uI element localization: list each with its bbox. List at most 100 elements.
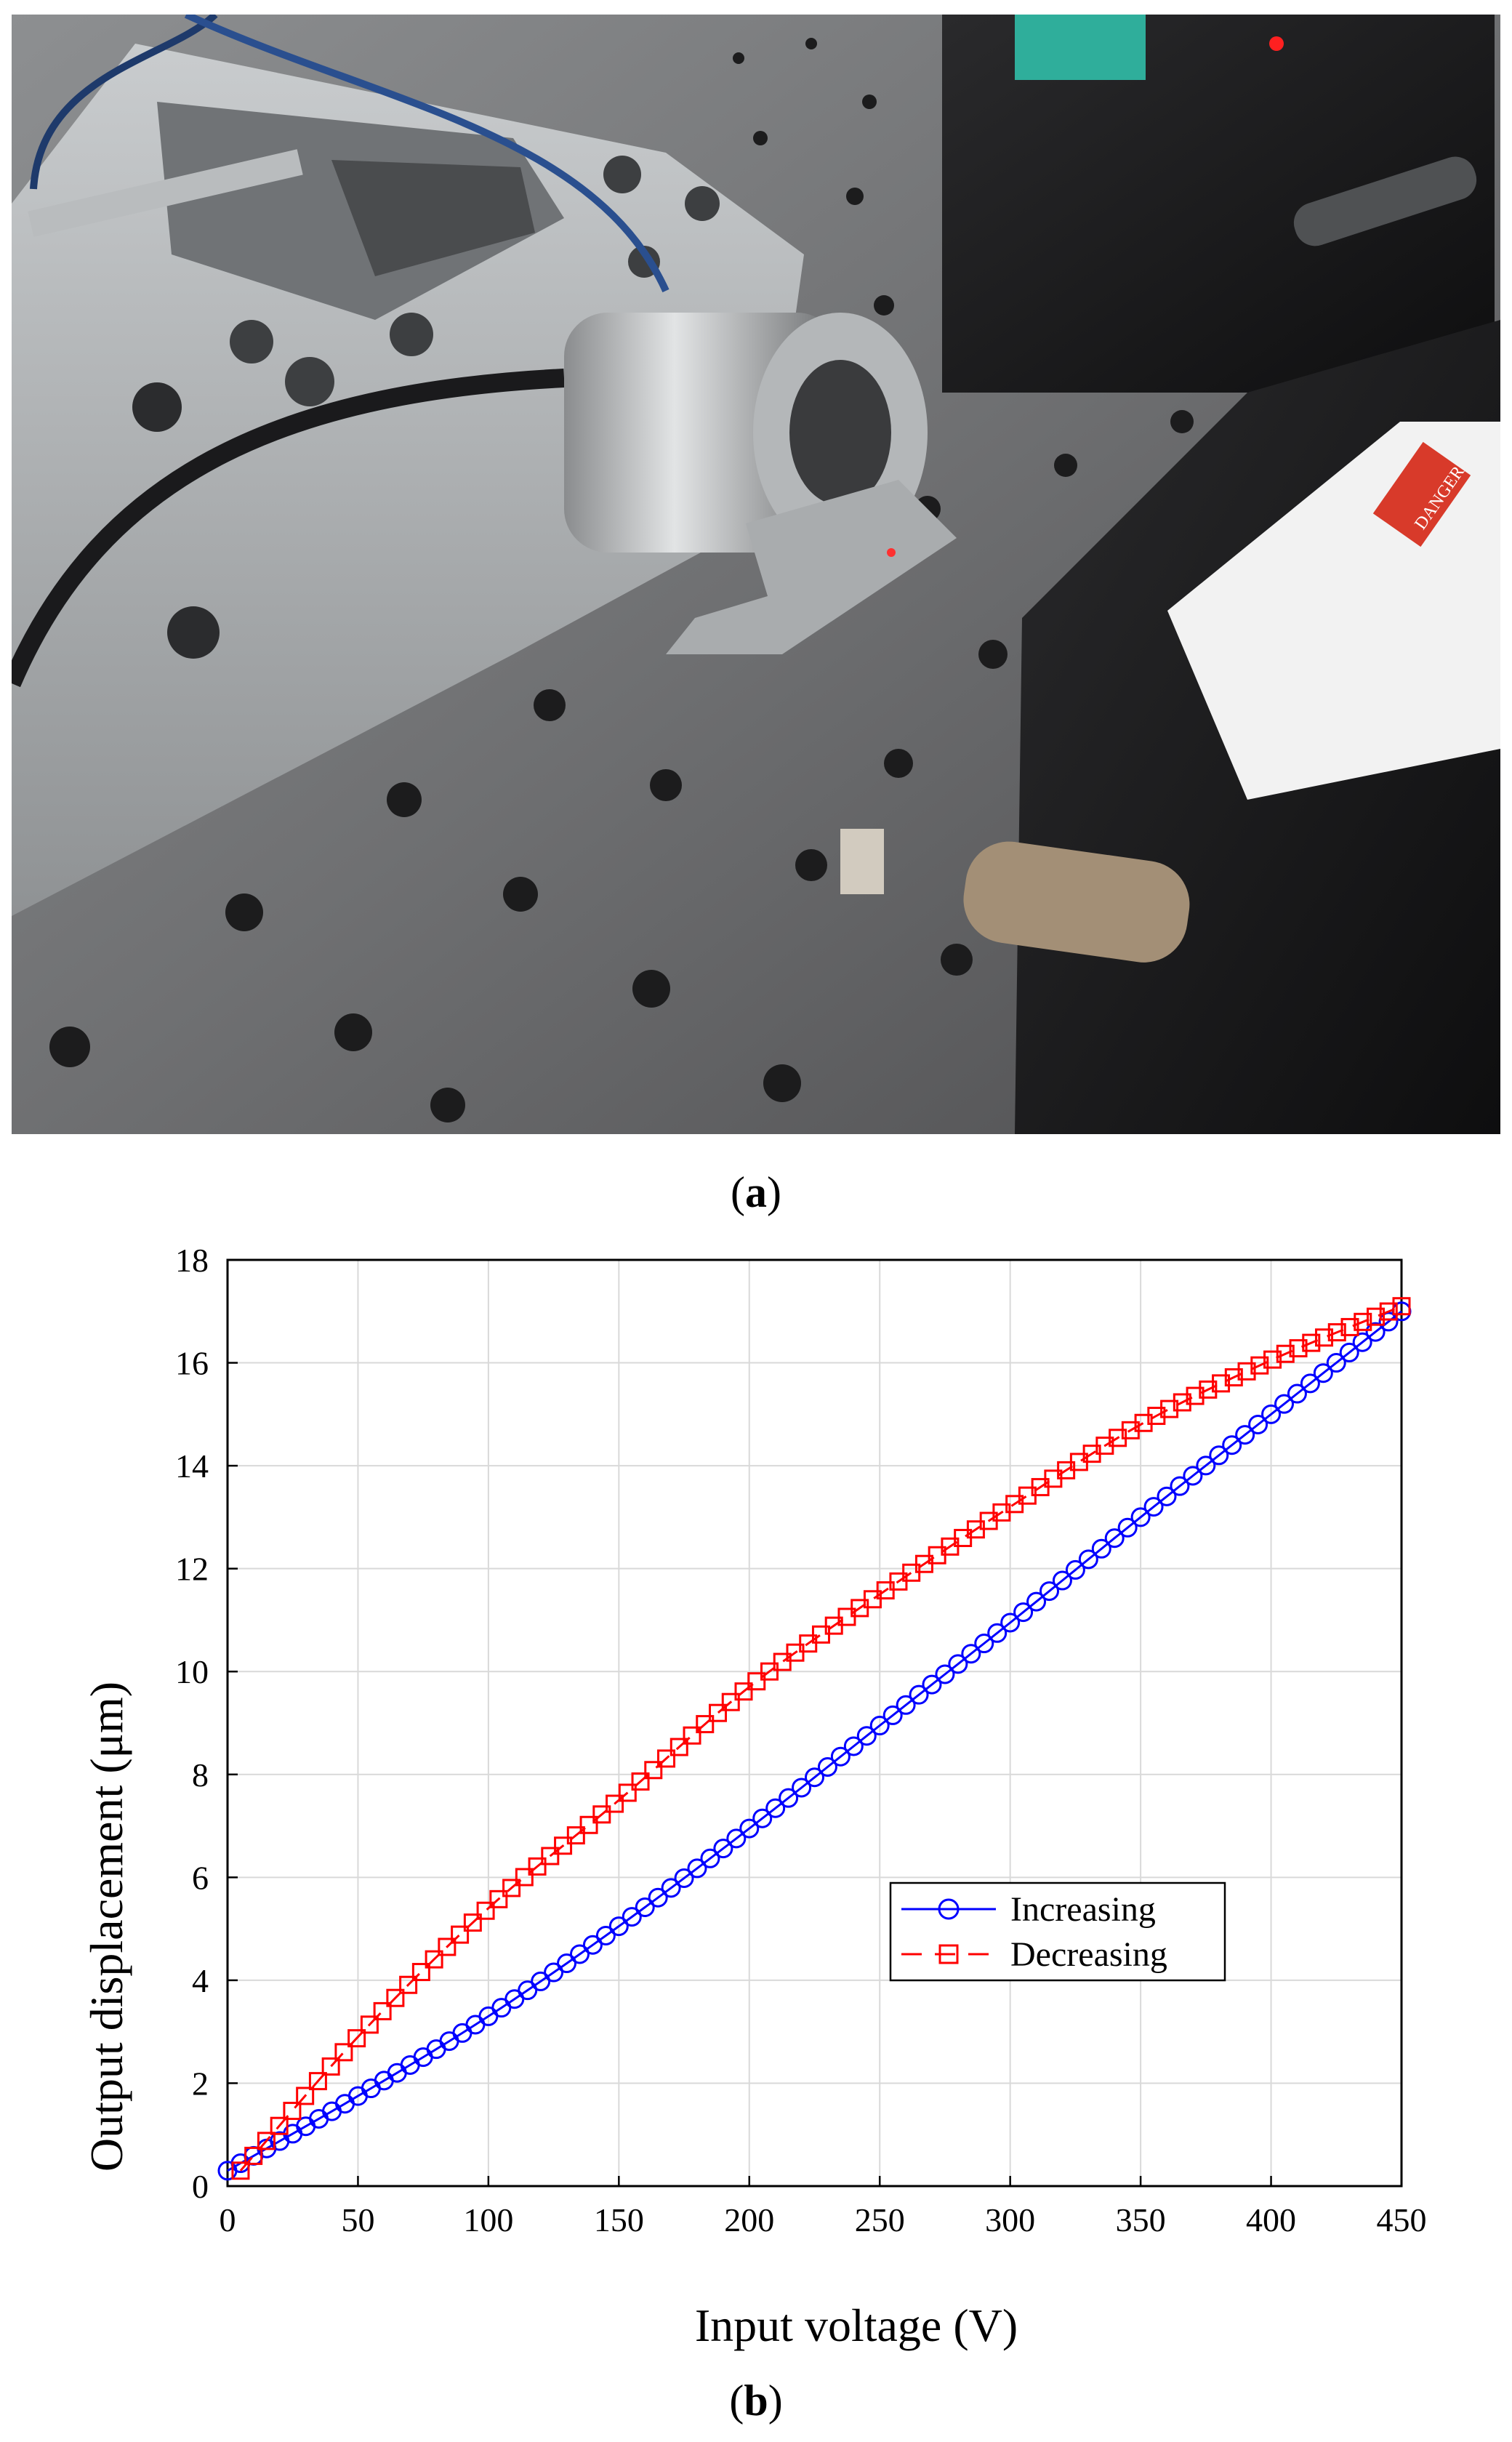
- data-point-decreasing: [1237, 1362, 1256, 1381]
- legend-label-increasing: Increasing: [1010, 1890, 1156, 1929]
- data-point-decreasing: [1160, 1399, 1179, 1418]
- data-point-decreasing: [1315, 1328, 1334, 1347]
- data-point-decreasing: [1276, 1344, 1295, 1363]
- data-point-decreasing: [1354, 1312, 1372, 1331]
- data-point-decreasing: [1173, 1393, 1191, 1412]
- y-tick-label: 10: [175, 1653, 209, 1690]
- data-point-increasing: [608, 1916, 629, 1937]
- data-point-increasing: [1274, 1394, 1294, 1414]
- chart-panel: 0 50 100 150 200 250 300 350 400 450 0 2 4 6 8 10 12 14 16…: [0, 1229, 1512, 2370]
- chart-grid: [227, 1259, 1402, 2187]
- data-point-decreasing: [411, 1963, 430, 1982]
- y-tick-label: 18: [175, 1242, 209, 1279]
- data-point-decreasing: [1392, 1297, 1411, 1316]
- data-point-increasing: [1065, 1559, 1085, 1580]
- data-point-increasing: [1078, 1549, 1098, 1570]
- data-point-decreasing: [373, 2001, 392, 2020]
- data-point-decreasing: [709, 1703, 728, 1722]
- data-point-increasing: [752, 1808, 773, 1828]
- data-point-decreasing: [1340, 1317, 1359, 1336]
- data-point-increasing: [700, 1848, 720, 1868]
- data-point-decreasing: [502, 1879, 521, 1897]
- data-point-decreasing: [1367, 1307, 1386, 1326]
- legend-label-decreasing: Decreasing: [1010, 1935, 1167, 1974]
- data-point-decreasing: [669, 1738, 688, 1756]
- series-line-increasing: [227, 1310, 1402, 2172]
- data-point-increasing: [648, 1887, 668, 1908]
- data-point-increasing: [1104, 1528, 1125, 1549]
- aluminium-fixture: [12, 44, 804, 916]
- data-point-decreasing: [734, 1682, 753, 1701]
- y-tick-label: 16: [175, 1345, 209, 1382]
- data-point-increasing: [1261, 1404, 1282, 1424]
- data-point-decreasing: [566, 1826, 585, 1845]
- data-point-increasing: [830, 1746, 850, 1767]
- x-tick-label: 0: [220, 2201, 236, 2238]
- data-point-increasing: [661, 1878, 681, 1898]
- data-point-decreasing: [283, 2102, 302, 2121]
- data-point-decreasing: [606, 1794, 624, 1813]
- laser-box: DANGER: [840, 320, 1500, 1134]
- data-point-increasing: [1000, 1612, 1021, 1633]
- panel-label-b: (b): [729, 2377, 783, 2425]
- data-point-decreasing: [463, 1913, 482, 1932]
- data-point-decreasing: [425, 1950, 443, 1969]
- data-point-decreasing: [244, 2146, 263, 2165]
- data-point-increasing: [909, 1684, 929, 1705]
- data-point-decreasing: [773, 1652, 792, 1671]
- x-tick-label: 150: [594, 2201, 644, 2238]
- data-point-decreasing: [1379, 1302, 1398, 1321]
- blue-wire-2: [184, 15, 669, 293]
- data-point-decreasing: [1327, 1323, 1346, 1342]
- data-point-increasing: [1183, 1466, 1203, 1486]
- piezo-actuator: [564, 313, 957, 654]
- data-point-decreasing: [438, 1937, 457, 1956]
- y-tick-label: 8: [192, 1756, 209, 1794]
- data-point-increasing: [1235, 1425, 1255, 1445]
- blue-wire: [30, 15, 218, 190]
- data-point-decreasing: [334, 2043, 353, 2062]
- data-point-decreasing: [579, 1815, 598, 1834]
- data-point-increasing: [1365, 1322, 1386, 1342]
- data-point-decreasing: [747, 1672, 766, 1691]
- photo-panel: DANGER: [12, 15, 1500, 1134]
- data-point-increasing: [1026, 1591, 1047, 1612]
- y-tick-label: 12: [175, 1551, 209, 1588]
- x-tick-label: 200: [724, 2201, 774, 2238]
- data-point-decreasing: [696, 1715, 715, 1734]
- axis-ticks: 0 50 100 150 200 250 300 350 400 450 0 2 4 6 8 10 12 14 16…: [175, 1242, 1427, 2238]
- x-axis-label: Input voltage (V): [695, 2300, 1018, 2351]
- data-point-decreasing: [489, 1889, 508, 1908]
- data-point-increasing: [582, 1935, 603, 1955]
- data-point-decreasing: [618, 1783, 637, 1802]
- x-tick-label: 450: [1377, 2201, 1427, 2238]
- x-tick-label: 250: [855, 2201, 905, 2238]
- data-point-increasing: [896, 1695, 916, 1715]
- data-point-increasing: [961, 1644, 981, 1664]
- data-point-decreasing: [296, 2086, 315, 2105]
- y-tick-label: 2: [192, 2065, 209, 2102]
- data-point-decreasing: [231, 2161, 250, 2180]
- data-point-increasing: [1130, 1507, 1151, 1527]
- y-tick-label: 14: [175, 1447, 209, 1485]
- data-point-increasing: [1313, 1363, 1333, 1383]
- data-point-increasing: [1013, 1602, 1034, 1623]
- data-point-increasing: [687, 1858, 707, 1879]
- data-point-increasing: [726, 1828, 747, 1849]
- legend-marker-increasing: [938, 1898, 960, 1920]
- data-point-decreasing: [786, 1643, 805, 1662]
- translation-stage: [942, 15, 1495, 393]
- data-point-increasing: [1339, 1342, 1359, 1362]
- sensor-cable: [12, 369, 565, 688]
- data-point-decreasing: [1186, 1386, 1205, 1405]
- data-point-increasing: [544, 1962, 564, 1983]
- data-point-decreasing: [683, 1726, 701, 1745]
- data-point-decreasing: [760, 1662, 779, 1681]
- data-point-increasing: [1040, 1581, 1059, 1602]
- data-point-decreasing: [541, 1847, 560, 1865]
- data-point-increasing: [1052, 1570, 1072, 1591]
- y-tick-label: 4: [192, 1962, 209, 1999]
- data-point-increasing: [987, 1623, 1008, 1643]
- data-point-increasing: [635, 1897, 655, 1917]
- x-tick-label: 400: [1246, 2201, 1296, 2238]
